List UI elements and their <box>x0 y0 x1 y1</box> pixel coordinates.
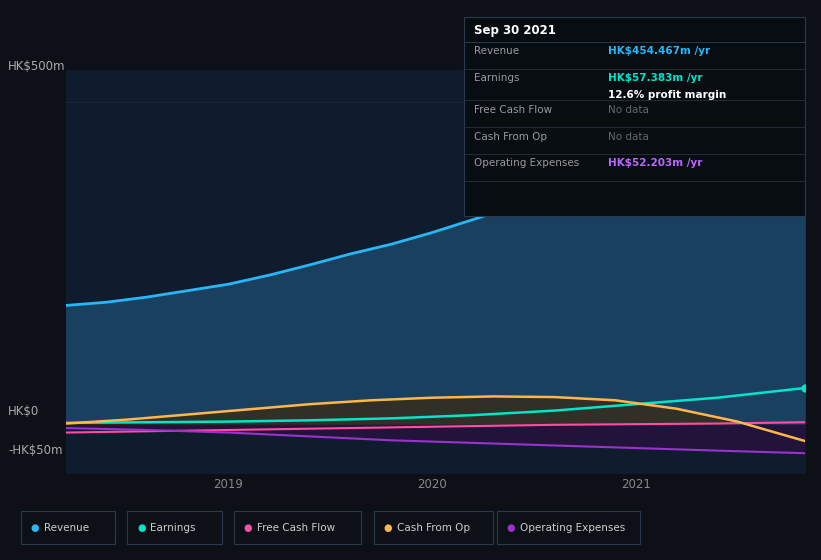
Text: Free Cash Flow: Free Cash Flow <box>474 105 552 115</box>
Text: Cash From Op: Cash From Op <box>397 522 470 533</box>
Text: Revenue: Revenue <box>474 46 519 57</box>
Text: Operating Expenses: Operating Expenses <box>520 522 625 533</box>
Text: Cash From Op: Cash From Op <box>474 132 547 142</box>
Text: Sep 30 2021: Sep 30 2021 <box>474 24 556 36</box>
Text: HK$454.467m /yr: HK$454.467m /yr <box>608 46 709 57</box>
Text: Earnings: Earnings <box>474 73 519 83</box>
Text: HK$57.383m /yr: HK$57.383m /yr <box>608 73 702 83</box>
Text: HK$52.203m /yr: HK$52.203m /yr <box>608 158 702 169</box>
Text: 12.6% profit margin: 12.6% profit margin <box>608 90 726 100</box>
Text: No data: No data <box>608 105 649 115</box>
Text: Operating Expenses: Operating Expenses <box>474 158 579 169</box>
Text: No data: No data <box>608 132 649 142</box>
Text: Free Cash Flow: Free Cash Flow <box>257 522 335 533</box>
Text: HK$500m: HK$500m <box>8 60 66 73</box>
Text: -HK$50m: -HK$50m <box>8 444 62 458</box>
Text: ●: ● <box>30 522 39 533</box>
Text: ●: ● <box>383 522 392 533</box>
Text: ●: ● <box>137 522 145 533</box>
Text: HK$0: HK$0 <box>8 405 39 418</box>
Text: ●: ● <box>507 522 515 533</box>
Text: Revenue: Revenue <box>44 522 89 533</box>
Text: Earnings: Earnings <box>150 522 195 533</box>
Text: ●: ● <box>244 522 252 533</box>
